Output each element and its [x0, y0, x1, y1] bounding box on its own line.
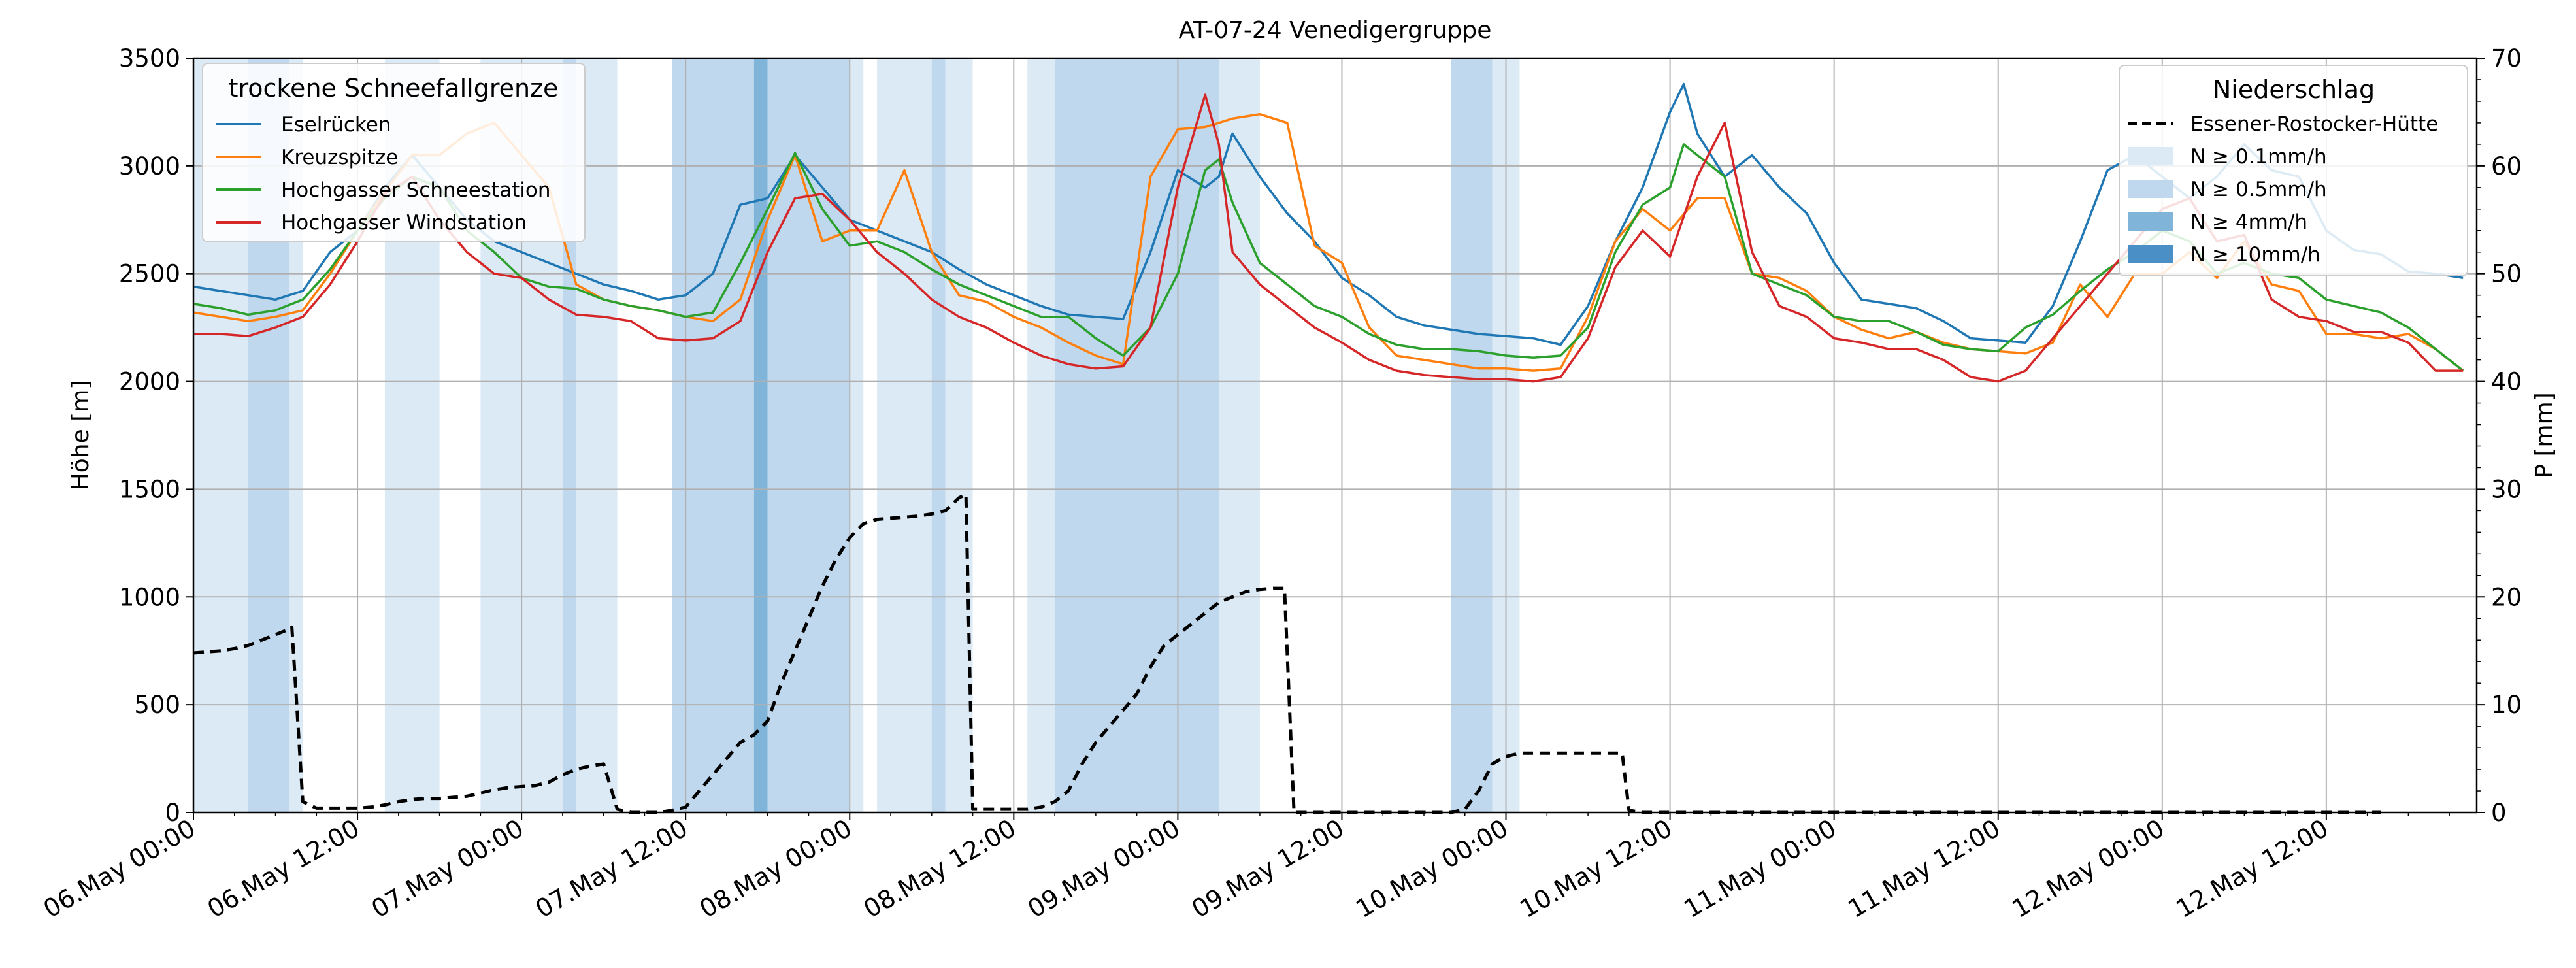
legend-entry-label: Hochgasser Schneestation [281, 178, 550, 202]
y-tick-label: 0 [165, 799, 180, 827]
y-axis-label: Höhe [m] [67, 380, 94, 491]
series-line [193, 82, 2464, 346]
y2-tick-label: 40 [2491, 368, 2522, 396]
y2-tick-label: 20 [2491, 583, 2522, 611]
precip-band [877, 58, 932, 812]
y2-tick-label: 10 [2491, 691, 2522, 719]
precip-band [945, 58, 973, 812]
legend-entry-label: Hochgasser Windstation [281, 211, 527, 235]
precip-band [289, 58, 303, 812]
y2-tick-label: 70 [2491, 44, 2522, 73]
y-tick-label: 500 [134, 691, 180, 719]
y2-tick-label: 50 [2491, 260, 2522, 288]
legend-entry-label: Essener-Rostocker-Hütte [2190, 112, 2438, 136]
chart-title: AT-07-24 Venedigergruppe [1179, 17, 1492, 44]
legend-snowfall-limit: trockene Schneefallgrenze Eselrücken Kreu… [202, 63, 586, 242]
legend-box [202, 63, 586, 242]
legend-patch-swatch [2128, 212, 2173, 231]
legend-title: trockene Schneefallgrenze [229, 74, 559, 103]
y-tick-label: 3500 [119, 44, 180, 73]
y2-tick-label: 60 [2491, 152, 2522, 180]
legend-entry-label: N ≥ 4mm/h [2190, 210, 2307, 234]
legend-entries: Eselrücken Kreuzspitze Hochgasser Schneest… [216, 113, 550, 235]
precip-band [931, 58, 946, 812]
legend-entry-label: N ≥ 0.1mm/h [2190, 145, 2327, 169]
legend-title: Niederschlag [2213, 75, 2375, 104]
legend-precipitation: Niederschlag Essener-Rostocker-Hütte N ≥ … [2119, 65, 2468, 276]
y-tick-label: 2500 [119, 260, 180, 288]
legend-entry-label: Kreuzspitze [281, 146, 398, 169]
y-tick-label: 1000 [119, 583, 180, 611]
legend-entry-label: N ≥ 0.5mm/h [2190, 178, 2327, 201]
y2-tick-label: 0 [2491, 799, 2507, 827]
precip-band [1055, 58, 1219, 812]
y2-tick-label: 30 [2491, 475, 2522, 503]
legend-entry-label: N ≥ 10mm/h [2190, 243, 2320, 267]
legend-box [2119, 65, 2468, 276]
precip-band [193, 58, 207, 812]
legend-patch-swatch [2128, 147, 2173, 165]
precip-band [850, 58, 864, 812]
legend-entries: Essener-Rostocker-Hütte N ≥ 0.1mm/h N ≥ 0.… [2128, 112, 2438, 267]
y-tick-label: 1500 [119, 475, 180, 503]
series-line [193, 143, 2464, 372]
precip-band [672, 58, 754, 812]
precip-band [1451, 58, 1493, 812]
series-line [193, 112, 2464, 372]
y2-axis-label: P [mm] [2531, 392, 2558, 478]
plot-frame [192, 57, 2478, 814]
precip-band [753, 58, 768, 812]
legend-entry-label: Eselrücken [281, 113, 391, 137]
series-line [193, 93, 2464, 383]
legend-patch-swatch [2128, 180, 2173, 198]
precip-band [1027, 58, 1055, 812]
precip-band [1219, 58, 1260, 812]
y-tick-label: 3000 [119, 152, 180, 180]
y-tick-label: 2000 [119, 368, 180, 396]
legend-patch-swatch [2128, 245, 2173, 263]
